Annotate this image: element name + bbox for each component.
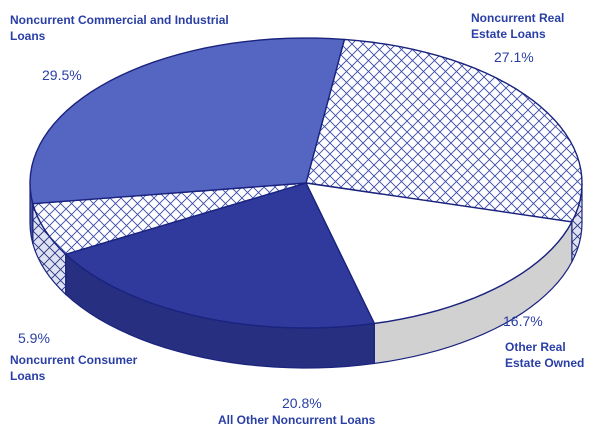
label-other-real-estate-owned: Other Real Estate Owned — [505, 340, 585, 370]
pie-slice-2 — [64, 182, 375, 329]
percent-commercial-industrial: 29.5% — [42, 67, 82, 83]
label-consumer-loans: Noncurrent Consumer Loans — [10, 353, 138, 383]
percent-consumer-loans: 5.9% — [18, 330, 50, 346]
label-commercial-industrial: Noncurrent Commercial and Industrial Loa… — [10, 13, 229, 43]
pie-slice-0 — [305, 38, 583, 223]
pie-slice-3 — [32, 182, 307, 255]
percent-other-real-estate-owned: 16.7% — [503, 313, 543, 329]
label-real-estate-loans: Noncurrent Real Estate Loans — [471, 11, 565, 41]
pie-slice-1 — [305, 182, 573, 325]
percent-all-other-loans: 20.8% — [282, 395, 322, 411]
label-all-other-loans: All Other Noncurrent Loans — [218, 413, 376, 427]
percent-real-estate-loans: 27.1% — [494, 49, 534, 65]
pie-slice-4 — [29, 37, 346, 205]
